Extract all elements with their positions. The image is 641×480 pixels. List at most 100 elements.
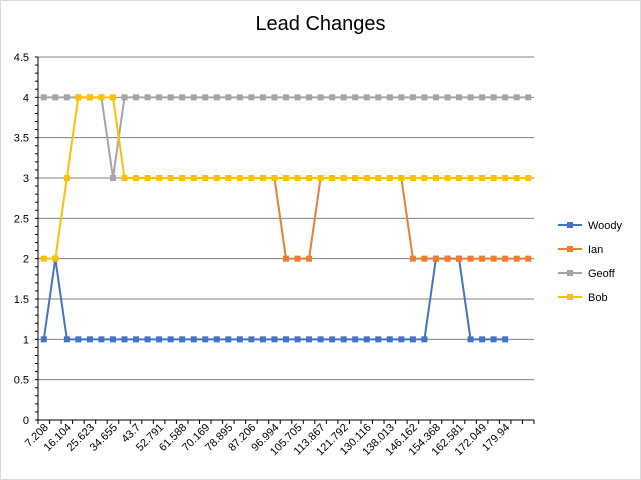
data-point-woody bbox=[179, 336, 186, 343]
data-point-geoff bbox=[456, 94, 463, 101]
data-point-woody bbox=[502, 336, 509, 343]
data-point-woody bbox=[167, 336, 174, 343]
data-point-woody bbox=[75, 336, 82, 343]
chart-title: Lead Changes bbox=[255, 13, 386, 35]
data-point-bob bbox=[444, 175, 451, 181]
data-point-bob bbox=[75, 94, 82, 101]
data-point-woody bbox=[271, 336, 278, 343]
legend-marker-ian bbox=[567, 246, 573, 252]
data-point-bob bbox=[86, 94, 93, 101]
data-point-geoff bbox=[340, 94, 347, 101]
data-point-ian bbox=[525, 255, 532, 262]
data-point-woody bbox=[86, 336, 93, 343]
data-point-woody bbox=[306, 336, 313, 343]
y-tick-label: 2 bbox=[23, 254, 29, 266]
data-point-woody bbox=[236, 336, 243, 343]
data-point-geoff bbox=[375, 94, 382, 101]
data-point-geoff bbox=[202, 94, 209, 101]
data-point-geoff bbox=[225, 94, 232, 101]
data-point-bob bbox=[513, 175, 520, 181]
y-tick-label: 1 bbox=[23, 334, 29, 346]
data-point-woody bbox=[490, 336, 497, 343]
data-point-ian bbox=[444, 255, 451, 262]
data-point-ian bbox=[502, 255, 509, 262]
data-point-bob bbox=[352, 175, 359, 181]
y-tick-label: 3 bbox=[23, 173, 29, 185]
data-point-bob bbox=[179, 175, 186, 181]
data-point-bob bbox=[40, 255, 47, 262]
data-point-geoff bbox=[271, 94, 278, 101]
data-point-geoff bbox=[352, 94, 359, 101]
data-point-woody bbox=[283, 336, 289, 343]
y-tick-label: 2.5 bbox=[14, 213, 29, 225]
legend-label-bob: Bob bbox=[588, 292, 608, 304]
data-point-geoff bbox=[294, 94, 301, 101]
data-point-geoff bbox=[467, 94, 474, 101]
data-point-geoff bbox=[386, 94, 393, 101]
data-point-geoff bbox=[40, 94, 47, 101]
data-point-geoff bbox=[479, 94, 486, 101]
data-point-ian bbox=[479, 255, 486, 262]
data-point-bob bbox=[133, 175, 140, 181]
data-point-bob bbox=[144, 175, 151, 181]
data-point-ian bbox=[432, 255, 439, 262]
data-point-woody bbox=[259, 336, 266, 343]
legend-label-woody: Woody bbox=[588, 220, 623, 232]
data-point-geoff bbox=[490, 94, 497, 101]
data-point-bob bbox=[98, 94, 105, 101]
data-point-woody bbox=[202, 336, 209, 343]
data-point-geoff bbox=[513, 94, 520, 101]
data-point-bob bbox=[421, 175, 428, 181]
data-point-bob bbox=[236, 175, 243, 181]
data-point-bob bbox=[271, 175, 278, 181]
data-point-bob bbox=[398, 175, 405, 181]
data-point-bob bbox=[248, 175, 255, 181]
data-point-woody bbox=[213, 336, 220, 343]
data-point-geoff bbox=[133, 94, 140, 101]
data-point-bob bbox=[317, 175, 324, 181]
data-point-woody bbox=[109, 336, 116, 343]
data-point-ian bbox=[283, 255, 289, 262]
data-point-geoff bbox=[248, 94, 255, 101]
legend-label-ian: Ian bbox=[588, 244, 603, 256]
data-point-bob bbox=[294, 175, 301, 181]
data-point-bob bbox=[225, 175, 232, 181]
data-point-bob bbox=[109, 94, 116, 101]
y-tick-label: 0 bbox=[23, 415, 29, 427]
y-tick-label: 4 bbox=[23, 92, 29, 104]
data-point-geoff bbox=[179, 94, 186, 101]
data-point-bob bbox=[456, 175, 463, 181]
data-point-bob bbox=[283, 175, 289, 181]
legend-marker-woody bbox=[567, 222, 573, 228]
data-point-ian bbox=[421, 255, 428, 262]
data-point-bob bbox=[490, 175, 497, 181]
data-point-woody bbox=[340, 336, 347, 343]
y-tick-label: 3.5 bbox=[14, 133, 29, 145]
data-point-geoff bbox=[144, 94, 151, 101]
data-point-woody bbox=[121, 336, 128, 343]
y-tick-label: 4.5 bbox=[14, 52, 29, 64]
data-point-bob bbox=[202, 175, 209, 181]
data-point-geoff bbox=[306, 94, 313, 101]
data-point-bob bbox=[340, 175, 347, 181]
data-point-geoff bbox=[444, 94, 451, 101]
data-point-woody bbox=[479, 336, 486, 343]
data-point-woody bbox=[98, 336, 105, 343]
data-point-ian bbox=[513, 255, 520, 262]
data-point-bob bbox=[156, 175, 163, 181]
data-point-bob bbox=[190, 175, 197, 181]
data-point-bob bbox=[63, 175, 70, 181]
legend-marker-geoff bbox=[567, 270, 573, 276]
data-point-ian bbox=[490, 255, 497, 262]
data-point-woody bbox=[467, 336, 474, 343]
data-point-woody bbox=[398, 336, 405, 343]
data-point-ian bbox=[294, 255, 301, 262]
y-tick-label: 0.5 bbox=[14, 375, 29, 387]
data-point-geoff bbox=[398, 94, 405, 101]
data-point-ian bbox=[409, 255, 416, 262]
data-point-woody bbox=[363, 336, 370, 343]
data-point-bob bbox=[502, 175, 509, 181]
data-point-bob bbox=[121, 175, 128, 181]
data-point-woody bbox=[409, 336, 416, 343]
